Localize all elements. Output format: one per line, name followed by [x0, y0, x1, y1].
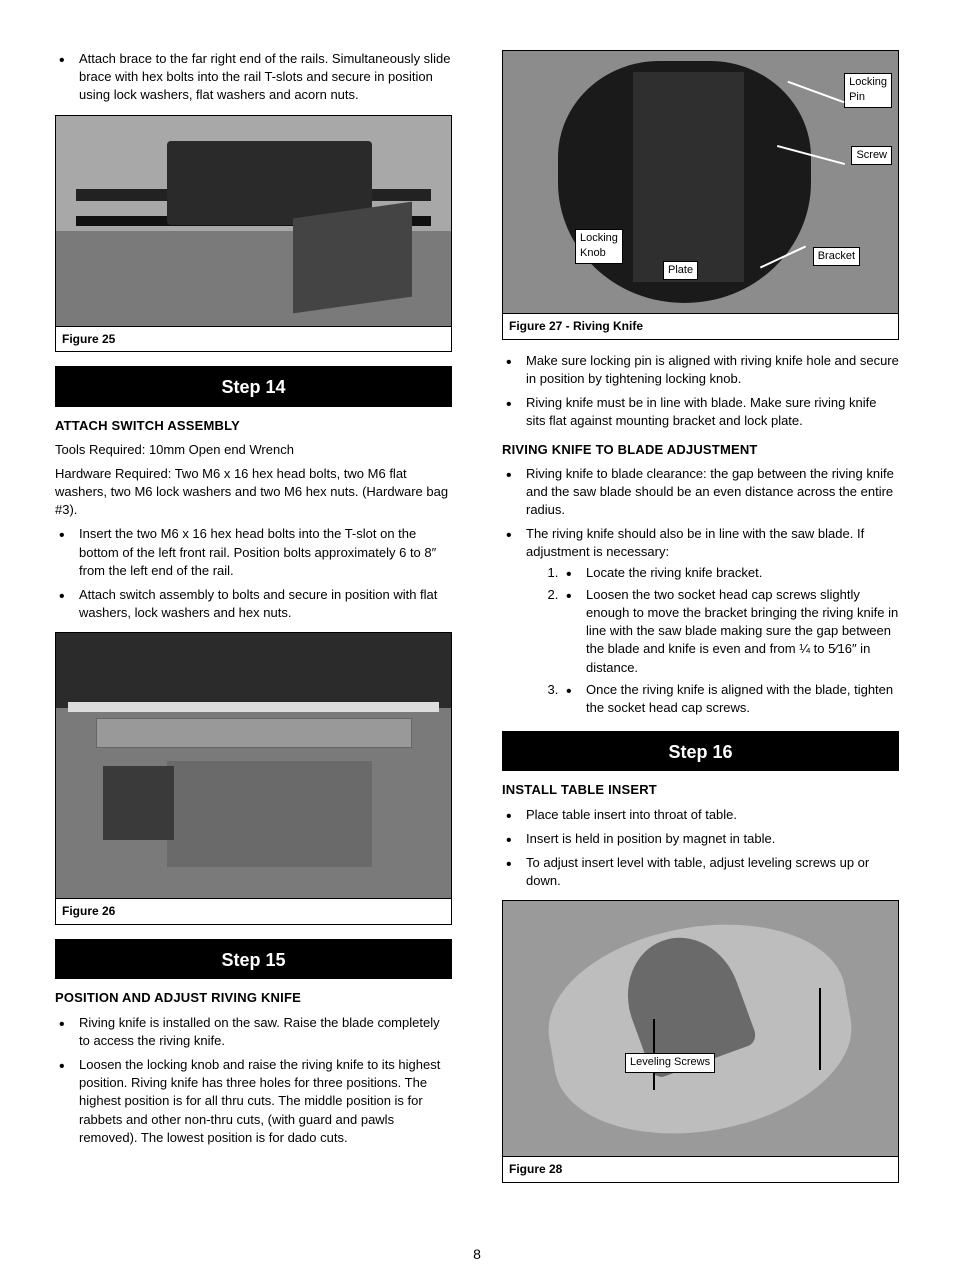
list-item: Insert the two M6 x 16 hex head bolts in… — [55, 525, 452, 580]
figure-28-image: Leveling Screws — [503, 901, 898, 1156]
list-item: To adjust insert level with table, adjus… — [502, 854, 899, 890]
step-16-heading: INSTALL TABLE INSERT — [502, 781, 899, 799]
adjust-bullets: Riving knife to blade clearance: the gap… — [502, 465, 899, 717]
callout-locking-pin: Locking Pin — [844, 73, 892, 108]
figure-25-image — [56, 116, 451, 326]
intro-bullets: Attach brace to the far right end of the… — [55, 50, 452, 105]
list-item: Make sure locking pin is aligned with ri… — [502, 352, 899, 388]
tools-required: Tools Required: 10mm Open end Wrench — [55, 441, 452, 459]
list-item: The riving knife should also be in line … — [502, 525, 899, 717]
adjust-heading: RIVING KNIFE TO BLADE ADJUSTMENT — [502, 441, 899, 459]
callout-plate: Plate — [663, 261, 698, 280]
list-item: Loosen the two socket head cap screws sl… — [562, 586, 899, 677]
post-fig27-bullets: Make sure locking pin is aligned with ri… — [502, 352, 899, 431]
callout-leveling-screws: Leveling Screws — [625, 1053, 715, 1072]
figure-caption: Figure 26 — [56, 898, 451, 924]
list-item: Attach brace to the far right end of the… — [55, 50, 452, 105]
callout-locking-knob: Locking Knob — [575, 229, 623, 264]
step-15-bar: Step 15 — [55, 939, 452, 979]
step-14-bullets: Insert the two M6 x 16 hex head bolts in… — [55, 525, 452, 622]
figure-26-image — [56, 633, 451, 898]
list-item: Place table insert into throat of table. — [502, 806, 899, 824]
step-15-heading: POSITION AND ADJUST RIVING KNIFE — [55, 989, 452, 1007]
list-item: Locate the riving knife bracket. — [562, 564, 899, 582]
adjust-numbered: Locate the riving knife bracket. Loosen … — [526, 564, 899, 718]
step-15-bullets: Riving knife is installed on the saw. Ra… — [55, 1014, 452, 1147]
list-item: Riving knife must be in line with blade.… — [502, 394, 899, 430]
figure-27: Locking Pin Screw Locking Knob Plate Bra… — [502, 50, 899, 340]
arrow-line — [819, 988, 821, 1070]
step-14-heading: ATTACH SWITCH ASSEMBLY — [55, 417, 452, 435]
callout-bracket: Bracket — [813, 247, 860, 266]
right-column: Locking Pin Screw Locking Knob Plate Bra… — [502, 50, 899, 1195]
callout-screw: Screw — [851, 146, 892, 165]
callout-text: Locking Knob — [580, 232, 618, 259]
page: Attach brace to the far right end of the… — [0, 0, 954, 1225]
list-item: Once the riving knife is aligned with th… — [562, 681, 899, 717]
figure-28: Leveling Screws Figure 28 — [502, 900, 899, 1183]
callout-text: Locking Pin — [849, 76, 887, 103]
list-item: Riving knife is installed on the saw. Ra… — [55, 1014, 452, 1050]
list-item: Riving knife to blade clearance: the gap… — [502, 465, 899, 520]
list-item: Attach switch assembly to bolts and secu… — [55, 586, 452, 622]
step-16-bar: Step 16 — [502, 731, 899, 771]
hardware-required: Hardware Required: Two M6 x 16 hex head … — [55, 465, 452, 520]
list-item: Loosen the locking knob and raise the ri… — [55, 1056, 452, 1147]
step-14-bar: Step 14 — [55, 366, 452, 406]
figure-caption: Figure 28 — [503, 1156, 898, 1182]
figure-caption: Figure 25 — [56, 326, 451, 352]
figure-25: Figure 25 — [55, 115, 452, 353]
figure-caption: Figure 27 - Riving Knife — [503, 313, 898, 339]
step-16-bullets: Place table insert into throat of table.… — [502, 806, 899, 891]
figure-26: Figure 26 — [55, 632, 452, 925]
bullet-text: The riving knife should also be in line … — [526, 526, 864, 559]
list-item: Insert is held in position by magnet in … — [502, 830, 899, 848]
figure-27-image: Locking Pin Screw Locking Knob Plate Bra… — [503, 51, 898, 313]
page-number: 8 — [0, 1245, 954, 1265]
left-column: Attach brace to the far right end of the… — [55, 50, 452, 1195]
